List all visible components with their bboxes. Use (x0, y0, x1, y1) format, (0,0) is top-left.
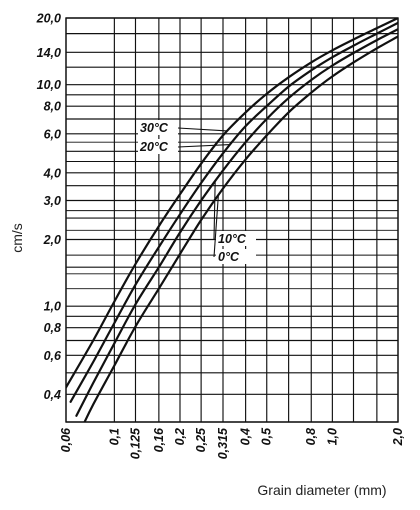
x-tick-labels: 0,06 0,1 0,125 0,16 0,2 0,25 0,315 0,4 0,5 0,8 1,0… (59, 427, 405, 459)
x-tick-label: 0,125 (129, 427, 143, 459)
curve-label-background (138, 139, 178, 154)
x-tick-label: 0,1 (107, 428, 121, 445)
x-tick-label: 0,06 (59, 427, 73, 452)
y-tick-label: 4,0 (43, 166, 61, 180)
curve-label-leader (213, 181, 216, 240)
y-tick-label: 1,0 (44, 300, 61, 314)
series-line-2 (75, 28, 398, 417)
curve-label: 20°C (139, 140, 169, 154)
x-axis-title: Grain diameter (mm) (257, 482, 386, 498)
series-line-3 (83, 35, 398, 422)
x-tick-label: 0,5 (260, 427, 274, 445)
curve-label: 10°C (218, 232, 247, 246)
y-tick-labels: 0,4 0,6 0,8 1,0 2,0 3,0 4,0 6,0 8,0 10,0 14,0 20,0 (36, 12, 62, 402)
series-line-1 (69, 21, 398, 403)
curve-label: 0°C (218, 250, 240, 264)
y-tick-label: 3,0 (44, 194, 61, 208)
y-tick-label: 8,0 (44, 100, 61, 114)
curve-label-background (138, 120, 178, 135)
plot-frame (65, 17, 399, 423)
y-tick-label: 20,0 (36, 12, 61, 26)
y-tick-label: 0,4 (44, 388, 61, 402)
y-tick-label: 0,6 (44, 349, 62, 363)
x-tick-label: 2,0 (391, 428, 405, 446)
x-tick-label: 0,8 (304, 428, 318, 445)
x-tick-label: 1,0 (325, 428, 339, 445)
y-axis-title: cm/s (9, 223, 25, 253)
curve-label-leader (177, 144, 231, 148)
curves (66, 18, 398, 422)
y-tick-label: 10,0 (37, 78, 61, 92)
curve-label: 30°C (140, 121, 169, 135)
y-tick-label: 0,8 (44, 321, 61, 335)
y-tick-label: 6,0 (44, 127, 61, 141)
curve-label-leader (213, 195, 219, 258)
curve-label-leader (177, 127, 228, 132)
curve-label-background (216, 249, 256, 264)
x-tick-label: 0,25 (194, 427, 208, 452)
curve-labels: 30°C 20°C 10°C 0°C (138, 120, 256, 264)
y-tick-label: 14,0 (37, 46, 61, 60)
x-tick-label: 0,2 (173, 428, 187, 445)
x-tick-label: 0,315 (216, 427, 230, 459)
x-tick-label: 0,16 (152, 427, 166, 452)
y-tick-label: 2,0 (43, 233, 61, 247)
x-tick-label: 0,4 (239, 428, 253, 445)
series-line-0 (66, 18, 398, 389)
curve-label-background (216, 231, 256, 246)
